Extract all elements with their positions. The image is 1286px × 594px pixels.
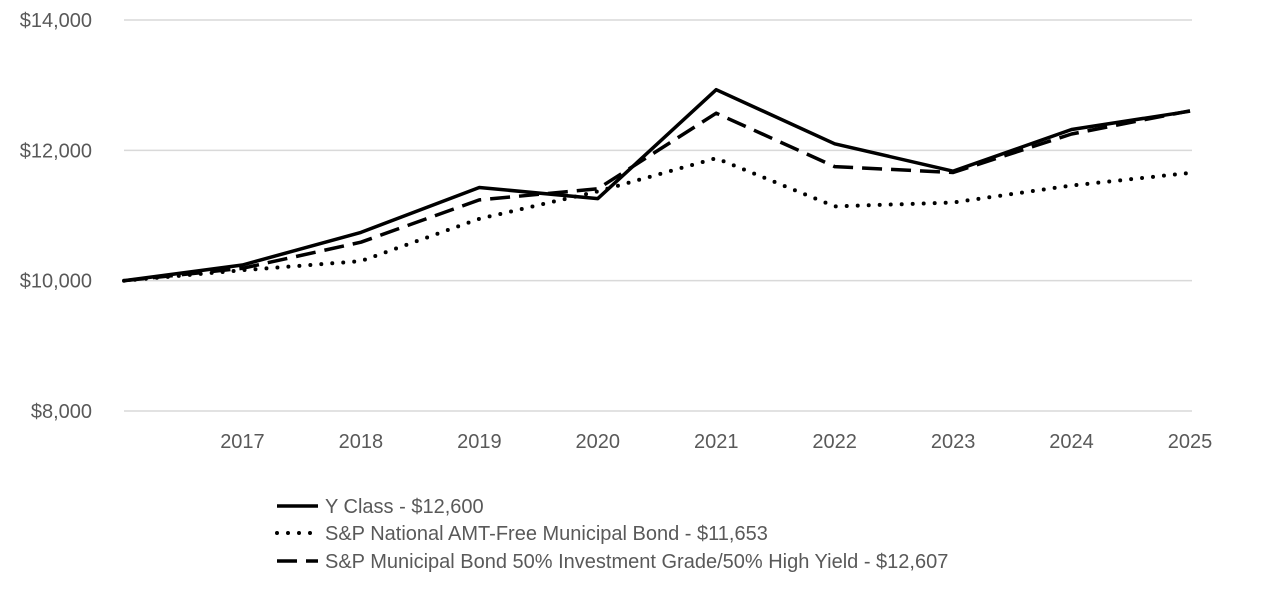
x-tick-label: 2021 xyxy=(694,431,739,453)
x-axis-ticks: 2017 2018 2019 2020 2021 2022 2023 2024 2025 xyxy=(220,431,1212,453)
y-axis-ticks: $8,000 $10,000 $12,000 $14,000 xyxy=(20,10,92,423)
series-line-solid xyxy=(123,87,1191,283)
series-lines xyxy=(122,87,1192,283)
x-tick-label: 2024 xyxy=(1049,431,1094,453)
y-tick-label: $10,000 xyxy=(20,271,92,293)
legend-label: S&P National AMT-Free Municipal Bond - $… xyxy=(325,523,768,545)
y-tick-label: $12,000 xyxy=(20,140,92,162)
legend-label: Y Class - $12,600 xyxy=(325,496,484,518)
series-line-dashed xyxy=(123,109,1191,283)
x-tick-label: 2022 xyxy=(812,431,857,453)
series-line-dotted xyxy=(122,156,1192,283)
y-tick-label: $14,000 xyxy=(20,10,92,32)
x-tick-label: 2018 xyxy=(339,431,384,453)
legend-label: S&P Municipal Bond 50% Investment Grade/… xyxy=(325,551,948,573)
gridlines xyxy=(124,19,1192,412)
x-tick-label: 2023 xyxy=(931,431,976,453)
x-tick-label: 2017 xyxy=(220,431,265,453)
x-tick-label: 2020 xyxy=(576,431,621,453)
y-tick-label: $8,000 xyxy=(31,401,92,423)
legend: Y Class - $12,600 S&P National AMT-Free M… xyxy=(275,496,948,573)
x-tick-label: 2019 xyxy=(457,431,502,453)
x-tick-label: 2025 xyxy=(1168,431,1213,453)
